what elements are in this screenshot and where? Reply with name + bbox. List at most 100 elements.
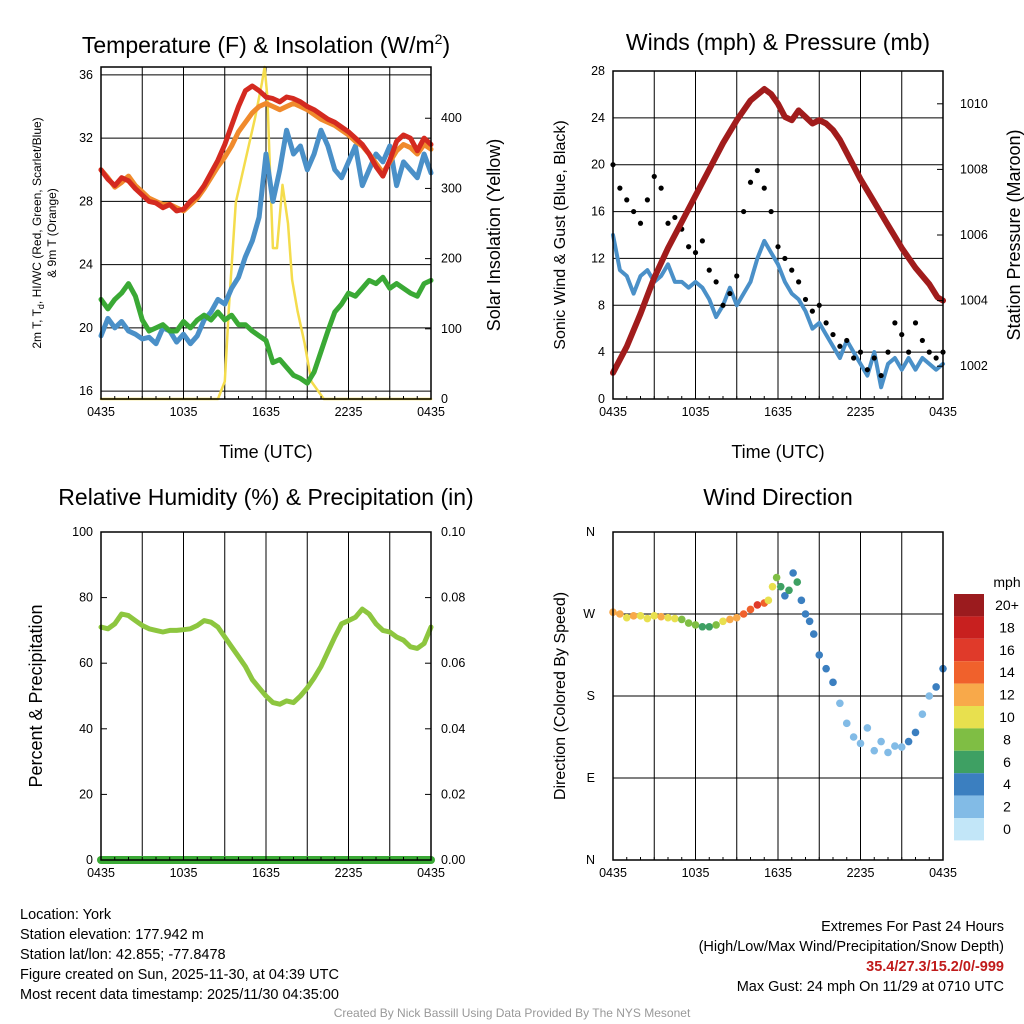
winds-ticks: 0435 1035 1635 2235 043504812162024281002100…: [591, 64, 988, 419]
y-tick-label: 60: [79, 656, 93, 670]
x-tick-label: 0435: [599, 866, 627, 880]
colorbar-label: 10: [999, 709, 1015, 725]
direction-point: [815, 651, 824, 659]
direction-point: [616, 610, 624, 618]
direction-point: [691, 621, 700, 629]
direction-point: [684, 619, 693, 627]
gust-point: [823, 320, 829, 326]
gust-point: [754, 167, 760, 174]
x-tick-label: 1035: [170, 866, 198, 880]
x-tick-label: 0435: [87, 405, 115, 419]
y2-tick-label: 0.02: [441, 787, 465, 801]
x-tick-label: 1635: [252, 866, 280, 880]
direction-point: [891, 742, 899, 750]
colorbar-swatch: [954, 795, 984, 818]
x-tick-label: 2235: [335, 405, 363, 419]
y-tick-label: 0: [86, 853, 93, 867]
direction-point: [849, 733, 858, 741]
direction-point: [863, 724, 872, 732]
extremes-info: Extremes For Past 24 Hours (High/Low/Max…: [699, 917, 1004, 997]
direction-point: [809, 630, 818, 638]
colorbar-label: 12: [999, 687, 1015, 703]
x-tick-label: 1635: [252, 405, 280, 419]
x-tick-label: 0435: [417, 866, 445, 880]
y2-tick-label: 0.04: [441, 722, 465, 736]
y-tick-label: 8: [598, 298, 605, 312]
station-elevation: Station elevation: 177.942 m: [20, 927, 204, 943]
winds-xlabel: Time (UTC): [731, 442, 824, 462]
series-wind: [611, 233, 945, 390]
x-tick-label: 2235: [335, 866, 363, 880]
y2-tick-label: 1004: [960, 294, 988, 308]
colorbar-label: 20+: [995, 597, 1019, 613]
colorbar-swatch: [954, 773, 984, 796]
winds-series: [610, 86, 946, 390]
direction-point: [643, 614, 652, 623]
direction-point: [789, 569, 797, 577]
gust-point: [782, 255, 788, 262]
x-tick-label: 0435: [929, 405, 957, 419]
colorbar-swatch: [954, 594, 984, 617]
y2-tick-label: 1002: [960, 359, 988, 373]
direction-point: [719, 617, 727, 626]
direction-point: [836, 699, 844, 708]
y2-tick-label: 400: [441, 111, 462, 125]
x-tick-label: 0435: [929, 866, 957, 880]
gust-point: [706, 267, 712, 273]
direction-point: [739, 610, 748, 618]
station-location: Location: York: [20, 907, 112, 923]
direction-point: [918, 710, 927, 719]
direction-point: [671, 614, 679, 623]
gust-point: [768, 208, 774, 215]
y-tick-label: 20: [591, 158, 605, 172]
temperature-ylabel: 2m T, Td, HI/WC (Red, Green, Scarlet/Blu…: [30, 117, 46, 348]
x-tick-label: 0435: [599, 405, 627, 419]
gust-point: [692, 249, 699, 256]
direction-point: [829, 678, 837, 687]
gust-point: [816, 302, 822, 308]
winds-ylabel: Sonic Wind & Gust (Blue, Black): [552, 120, 569, 349]
x-tick-label: 1635: [764, 866, 792, 880]
direction-point: [705, 622, 714, 631]
extremes-legend: (High/Low/Max Wind/Precipitation/Snow De…: [698, 939, 1004, 955]
gust-point: [775, 244, 781, 250]
extremes-values: 35.4/27.3/15.2/0/-999: [866, 959, 1004, 975]
direction-point: [884, 748, 892, 757]
colorbar-label: 16: [999, 642, 1015, 658]
gust-point: [665, 220, 671, 226]
series-insolation: [99, 65, 433, 401]
y-tick-label: 40: [79, 722, 93, 736]
y-tick-label: 28: [79, 194, 93, 208]
direction-point: [856, 739, 865, 748]
y-tick-label: 20: [79, 321, 93, 335]
x-tick-label: 1035: [682, 866, 710, 880]
direction-tick-label: N: [586, 853, 595, 867]
direction-point: [712, 621, 720, 629]
direction-point: [772, 573, 781, 582]
gust-point: [624, 197, 630, 203]
y-tick-label: 36: [79, 68, 93, 82]
station-latlon: Station lat/lon: 42.855; -77.8478: [20, 947, 226, 963]
station-info: Location: York Station elevation: 177.94…: [20, 905, 339, 1005]
gust-point: [926, 349, 932, 355]
direction-point: [664, 613, 672, 622]
colorbar-swatch: [954, 683, 984, 706]
colorbar-label: 18: [999, 619, 1015, 635]
gust-point: [672, 214, 678, 221]
y-tick-label: 0: [598, 392, 605, 406]
y-tick-label: 16: [591, 205, 605, 219]
direction-point: [764, 596, 773, 605]
temperature-ticks: 0435 1035 1635 2235 0435 16 20 24 28 32 36 0 100 200 3…: [79, 68, 462, 419]
colorbar-swatch: [954, 661, 984, 684]
colorbar-swatch: [954, 616, 984, 639]
direction-point: [877, 737, 885, 746]
gust-point: [933, 355, 939, 361]
direction-point: [732, 613, 741, 622]
direction-point: [636, 612, 645, 620]
colorbar-label: 6: [1003, 754, 1011, 770]
x-tick-label: 1035: [682, 405, 710, 419]
direction-point: [768, 582, 777, 591]
max-gust: Max Gust: 24 mph On 11/29 at 0710 UTC: [736, 979, 1004, 995]
pressure-ylabel: Station Pressure (Maroon): [1004, 129, 1024, 340]
